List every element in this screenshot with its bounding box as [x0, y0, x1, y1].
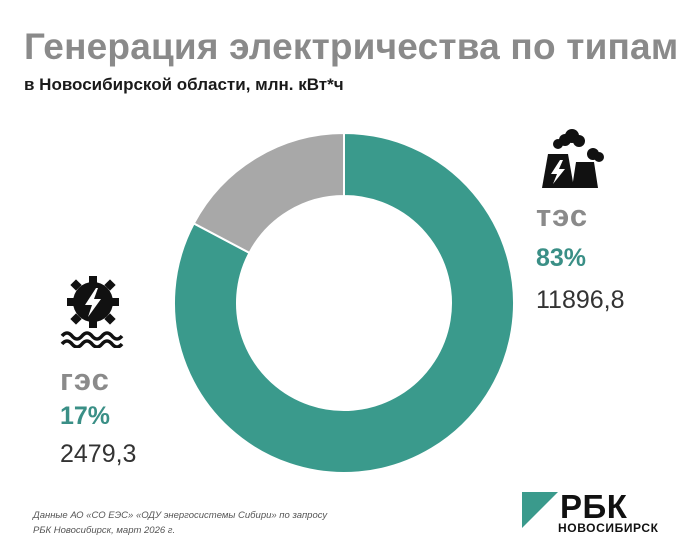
logo-brand: РБК: [560, 488, 628, 525]
logo-region: НОВОСИБИРСК: [558, 521, 659, 535]
tes-label: тэс: [536, 198, 589, 233]
rbc-logo: РБК НОВОСИБИРСК: [520, 488, 670, 538]
ges-percent: 17%: [60, 402, 111, 430]
ges-label: гэс: [60, 362, 110, 397]
chart-title: Генерация электричества по типам: [24, 26, 679, 67]
chart-subtitle: в Новосибирской области, млн. кВт*ч: [24, 75, 344, 94]
ges-value: 2479,3: [60, 440, 137, 468]
tes-value: 11896,8: [536, 286, 625, 314]
source-line-2: РБК Новосибирск, март 2026 г.: [33, 525, 176, 536]
tes-percent: 83%: [536, 244, 587, 272]
hydro-turbine-icon: [60, 276, 124, 348]
power-plant-icon: [542, 129, 604, 188]
source-line-1: Данные АО «СО ЕЭС» «ОДУ энергосистемы Си…: [33, 510, 328, 521]
rbc-logo-mark: [522, 492, 558, 528]
donut-slice-tes: [173, 131, 515, 474]
donut-slice-ges: [192, 131, 345, 255]
source-note: Данные АО «СО ЕЭС» «ОДУ энергосистемы Си…: [33, 508, 393, 538]
